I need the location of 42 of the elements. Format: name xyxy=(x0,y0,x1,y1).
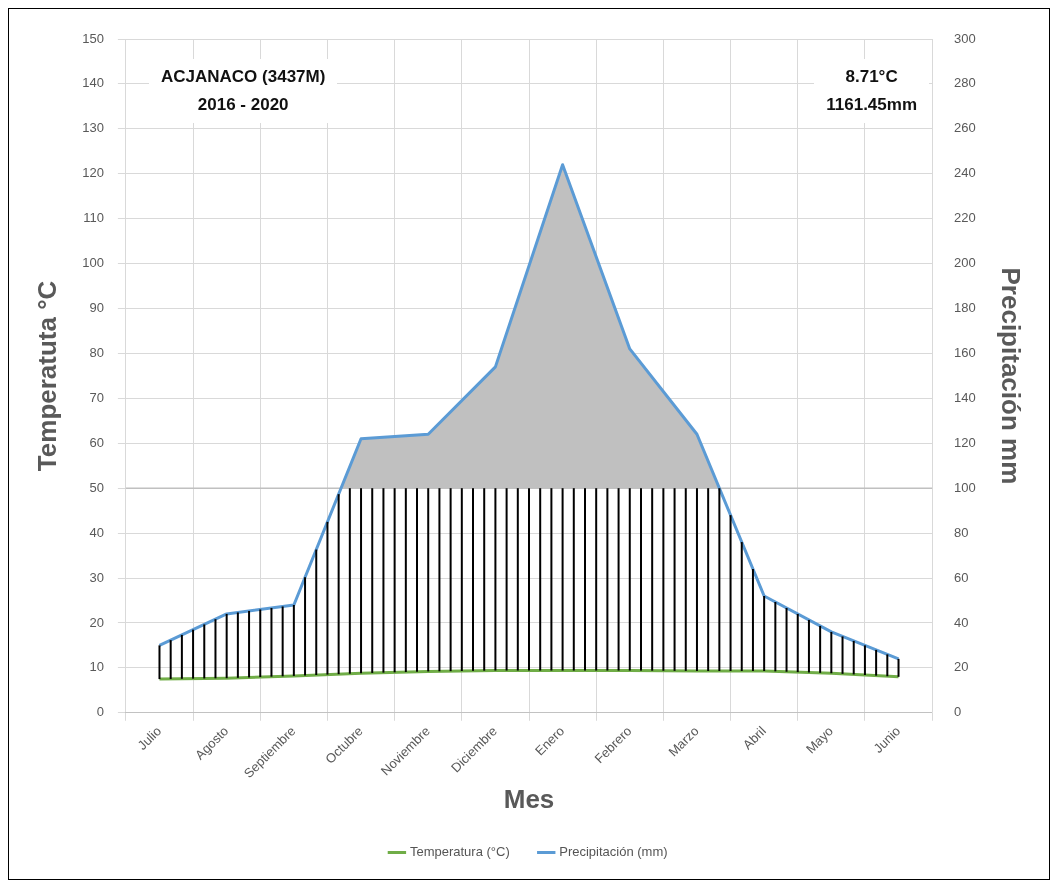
y2-tick-label: 300 xyxy=(954,30,976,46)
x-tick-label: Julio xyxy=(134,723,165,753)
y-tick-label: 30 xyxy=(89,569,104,585)
annotation: ACJANACO (3437M) xyxy=(161,66,326,88)
y-tick-label: 10 xyxy=(89,659,104,675)
y-tick-label: 70 xyxy=(89,389,104,405)
y2-tick-label: 100 xyxy=(954,479,976,495)
y2-tick-label: 140 xyxy=(954,389,976,405)
y2-tick-label: 180 xyxy=(954,300,976,316)
annotation: 8.71°C xyxy=(844,66,899,88)
y-tick-label: 100 xyxy=(82,255,104,271)
legend-label: Precipitación (mm) xyxy=(559,844,668,860)
y2-tick-label: 260 xyxy=(954,120,976,136)
annotation: 1161.45mm xyxy=(826,94,917,116)
y-tick-label: 150 xyxy=(82,30,104,46)
y-tick-label: 20 xyxy=(89,614,104,630)
y-tick-label: 110 xyxy=(83,210,104,226)
y2-tick-label: 0 xyxy=(954,704,962,720)
y2-tick-label: 160 xyxy=(954,345,976,360)
y-axis-title: Temperatuta °C xyxy=(31,280,62,472)
y2-tick-label: 20 xyxy=(954,659,969,675)
annotation: 2016 - 2020 xyxy=(196,94,290,116)
y2-tick-label: 280 xyxy=(954,75,976,91)
y2-tick-label: 220 xyxy=(954,210,976,226)
y-tick-label: 120 xyxy=(82,165,104,181)
y-tick-label: 60 xyxy=(89,434,104,450)
y2-tick-label: 60 xyxy=(954,569,969,585)
y-tick-label: 130 xyxy=(82,120,104,136)
y-tick-label: 40 xyxy=(89,524,104,540)
y2-tick-label: 200 xyxy=(954,255,976,271)
y-tick-label: 50 xyxy=(89,479,104,495)
y-tick-label: 80 xyxy=(89,345,104,360)
y2-tick-label: 80 xyxy=(954,524,969,540)
y-tick-label: 0 xyxy=(96,704,104,720)
y2-tick-label: 40 xyxy=(954,614,969,630)
y2-axis-title: Precipitación mm xyxy=(996,267,1027,485)
y2-tick-label: 240 xyxy=(954,165,976,181)
x-axis-title: Mes xyxy=(503,783,555,814)
y2-tick-label: 120 xyxy=(954,434,976,450)
y-tick-label: 140 xyxy=(82,75,104,91)
y-tick-label: 90 xyxy=(89,300,104,316)
legend-label: Temperatura (°C) xyxy=(409,844,510,860)
